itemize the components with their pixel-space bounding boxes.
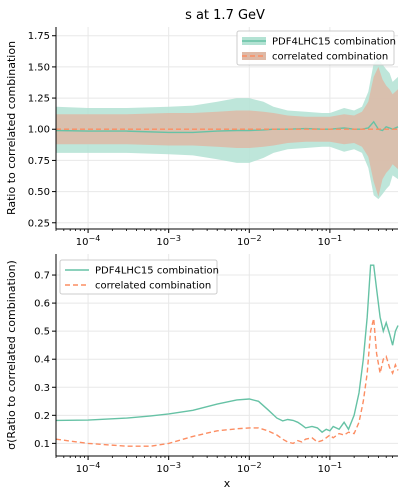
top-legend: PDF4LHC15 combination correlated combina… bbox=[236, 30, 396, 66]
y-tick-label: 0.6 bbox=[34, 299, 50, 310]
y-tick-label: 0.75 bbox=[28, 156, 50, 167]
top-panel: 10−4 10−3 10−2 10−1 0.25 0.50 0.75 1.00 1.25 1.5… bbox=[5, 27, 399, 248]
bottom-legend-label-pdf4lhc: PDF4LHC15 combination bbox=[95, 266, 219, 277]
top-legend-label-correlated: correlated combination bbox=[272, 52, 388, 63]
top-y-ticks: 0.25 0.50 0.75 1.00 1.25 1.50 1.75 bbox=[28, 31, 56, 229]
y-tick-label: 0.4 bbox=[34, 355, 50, 366]
x-tick-label: 10−2 bbox=[237, 234, 262, 248]
line-pdf4lhc bbox=[55, 264, 399, 434]
y-tick-label: 0.25 bbox=[28, 218, 50, 229]
x-tick-label: 10−4 bbox=[76, 461, 101, 475]
x-tick-label: 10−4 bbox=[76, 234, 101, 248]
bottom-x-ticks: 10−4 10−3 10−2 10−1 bbox=[55, 456, 394, 475]
bottom-panel: 10−4 10−3 10−2 10−1 0.1 0.2 0.3 0.4 0.5 0.6 0.7 σ… bbox=[5, 254, 399, 490]
band-correlated bbox=[56, 66, 398, 197]
y-tick-label: 0.50 bbox=[28, 187, 50, 198]
chart-title: s at 1.7 GeV bbox=[185, 8, 265, 23]
bottom-legend-box bbox=[59, 259, 218, 295]
top-x-ticks: 10−4 10−3 10−2 10−1 bbox=[55, 229, 394, 248]
bottom-legend-label-correlated: correlated combination bbox=[95, 281, 211, 292]
y-tick-label: 0.5 bbox=[34, 327, 50, 338]
y-tick-label: 1.75 bbox=[28, 31, 50, 42]
bottom-y-axis-label: σ(Ratio to correlated combination) bbox=[5, 260, 18, 450]
top-legend-box bbox=[236, 30, 395, 66]
x-tick-label: 10−1 bbox=[318, 461, 343, 475]
top-lines bbox=[55, 120, 399, 134]
x-tick-label: 10−3 bbox=[156, 234, 181, 248]
y-tick-label: 0.3 bbox=[34, 383, 50, 394]
line-correlated bbox=[55, 318, 399, 447]
bottom-lines bbox=[55, 264, 399, 447]
bottom-y-ticks: 0.1 0.2 0.3 0.4 0.5 0.6 0.7 bbox=[34, 271, 56, 450]
x-tick-label: 10−3 bbox=[156, 461, 181, 475]
bottom-legend: PDF4LHC15 combination correlated combina… bbox=[59, 259, 219, 295]
top-y-axis-label: Ratio to correlated combination bbox=[5, 41, 18, 215]
y-tick-label: 0.2 bbox=[34, 411, 50, 422]
bottom-x-axis-label: x bbox=[224, 477, 231, 490]
y-tick-label: 1.50 bbox=[28, 62, 50, 73]
y-tick-label: 0.7 bbox=[34, 271, 50, 282]
x-tick-label: 10−1 bbox=[318, 234, 343, 248]
top-axes bbox=[55, 27, 398, 230]
y-tick-label: 1.25 bbox=[28, 94, 50, 105]
x-tick-label: 10−2 bbox=[237, 461, 262, 475]
y-tick-label: 1.00 bbox=[28, 125, 50, 136]
y-tick-label: 0.1 bbox=[34, 439, 50, 450]
bottom-axes bbox=[55, 254, 398, 457]
top-legend-label-pdf4lhc: PDF4LHC15 combination bbox=[272, 37, 396, 48]
